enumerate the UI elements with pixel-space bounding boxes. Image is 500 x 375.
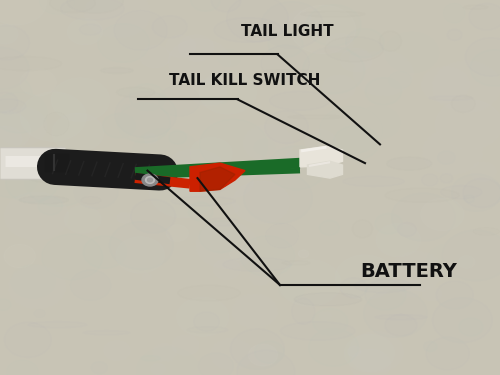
Circle shape bbox=[463, 178, 500, 207]
Polygon shape bbox=[300, 146, 343, 167]
Circle shape bbox=[190, 79, 226, 106]
Polygon shape bbox=[45, 154, 68, 171]
Circle shape bbox=[326, 33, 353, 53]
Circle shape bbox=[68, 18, 102, 45]
Circle shape bbox=[132, 129, 199, 178]
Circle shape bbox=[340, 48, 372, 72]
Circle shape bbox=[146, 177, 154, 183]
Circle shape bbox=[392, 193, 455, 241]
Circle shape bbox=[424, 342, 437, 351]
Circle shape bbox=[4, 192, 68, 240]
Circle shape bbox=[302, 80, 370, 132]
Circle shape bbox=[252, 49, 318, 99]
Circle shape bbox=[356, 106, 400, 139]
Circle shape bbox=[84, 0, 151, 38]
Circle shape bbox=[322, 75, 356, 99]
Circle shape bbox=[428, 244, 472, 278]
Circle shape bbox=[148, 178, 152, 182]
Circle shape bbox=[196, 222, 258, 268]
Circle shape bbox=[110, 222, 173, 269]
Circle shape bbox=[151, 363, 166, 374]
Circle shape bbox=[168, 39, 230, 86]
Circle shape bbox=[230, 329, 284, 369]
Circle shape bbox=[277, 322, 293, 334]
Circle shape bbox=[0, 111, 30, 152]
Circle shape bbox=[144, 134, 158, 144]
Circle shape bbox=[394, 18, 406, 27]
Circle shape bbox=[178, 35, 214, 62]
Circle shape bbox=[130, 200, 176, 233]
Circle shape bbox=[227, 328, 250, 345]
Circle shape bbox=[464, 195, 474, 203]
Circle shape bbox=[138, 136, 172, 162]
Circle shape bbox=[290, 5, 356, 54]
Circle shape bbox=[157, 0, 218, 30]
Text: TAIL KILL SWITCH: TAIL KILL SWITCH bbox=[170, 73, 320, 88]
Circle shape bbox=[12, 265, 55, 298]
Circle shape bbox=[298, 250, 309, 258]
Circle shape bbox=[88, 317, 106, 332]
Circle shape bbox=[166, 225, 188, 242]
Circle shape bbox=[260, 217, 280, 232]
Circle shape bbox=[0, 24, 18, 44]
Circle shape bbox=[432, 298, 492, 343]
Circle shape bbox=[366, 78, 402, 105]
Circle shape bbox=[244, 172, 312, 224]
Text: TAIL LIGHT: TAIL LIGHT bbox=[241, 24, 334, 39]
Circle shape bbox=[240, 64, 297, 106]
Circle shape bbox=[4, 244, 36, 268]
Circle shape bbox=[212, 0, 240, 12]
Circle shape bbox=[313, 309, 348, 334]
Circle shape bbox=[248, 344, 278, 366]
Circle shape bbox=[56, 249, 103, 285]
Circle shape bbox=[0, 154, 46, 197]
Circle shape bbox=[348, 346, 361, 356]
Text: BATTERY: BATTERY bbox=[360, 262, 457, 281]
Circle shape bbox=[442, 230, 500, 280]
Circle shape bbox=[152, 344, 177, 362]
Circle shape bbox=[230, 248, 246, 260]
Circle shape bbox=[420, 198, 464, 231]
Circle shape bbox=[432, 61, 500, 112]
Circle shape bbox=[353, 51, 414, 96]
Circle shape bbox=[375, 214, 402, 234]
Circle shape bbox=[220, 50, 230, 58]
Circle shape bbox=[142, 174, 158, 186]
Circle shape bbox=[436, 281, 474, 309]
Circle shape bbox=[233, 181, 289, 224]
Polygon shape bbox=[200, 167, 235, 191]
Circle shape bbox=[0, 0, 46, 25]
Circle shape bbox=[166, 35, 196, 57]
Circle shape bbox=[303, 255, 342, 284]
Circle shape bbox=[244, 124, 294, 162]
Circle shape bbox=[180, 315, 220, 345]
Polygon shape bbox=[308, 161, 342, 178]
Circle shape bbox=[348, 332, 404, 372]
Circle shape bbox=[472, 247, 500, 277]
Polygon shape bbox=[190, 163, 245, 191]
